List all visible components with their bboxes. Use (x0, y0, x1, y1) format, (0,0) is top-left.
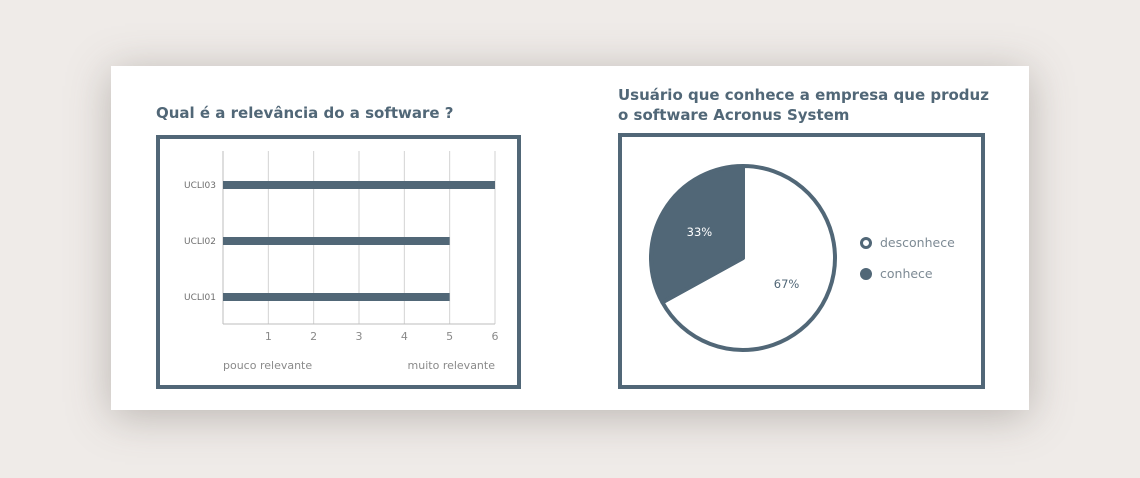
bar-chart: 1 2 3 4 5 6 UCLI03 UCLI02 UCLI01 pouco relevante m… (184, 151, 499, 372)
pie-label-conhece: 33% (687, 225, 713, 239)
legend-swatch-conhece (860, 267, 872, 280)
x-tick-label: 6 (492, 330, 499, 343)
x-tick-label: 4 (401, 330, 408, 343)
category-label: UCLI01 (184, 293, 216, 303)
pie-slice-desconhece (660, 164, 837, 352)
legend-item-desconhece: desconhece (860, 235, 955, 250)
bar-chart-frame: 1 2 3 4 5 6 UCLI03 UCLI02 UCLI01 pouco relevante m… (156, 135, 521, 389)
pie-slice-conhece (649, 164, 745, 305)
scale-low-label: pouco relevante (223, 359, 312, 372)
scale-high-label: muito relevante (408, 359, 496, 372)
x-tick-label: 3 (356, 330, 363, 343)
category-label: UCLI03 (184, 181, 216, 191)
x-tick-label: 5 (446, 330, 453, 343)
bar (223, 237, 450, 245)
pie-chart-frame: 67% 33% desconhece conhece (618, 133, 985, 389)
bar (223, 181, 495, 189)
pie-label-desconhece: 67% (774, 277, 800, 291)
pie-chart: 67% 33% (649, 164, 837, 352)
x-tick-label: 2 (310, 330, 317, 343)
legend-label-desconhece: desconhece (880, 235, 955, 250)
x-tick-label: 1 (265, 330, 272, 343)
legend-label-conhece: conhece (880, 266, 933, 281)
bar (223, 293, 450, 301)
legend-swatch-desconhece (860, 236, 872, 249)
chart-card: Qual é a relevância do a software ? 1 2 3 4… (111, 66, 1029, 410)
pie-chart-title: Usuário que conhece a empresa que produz… (618, 86, 989, 124)
category-label: UCLI02 (184, 237, 216, 247)
bar-chart-title: Qual é a relevância do a software ? (156, 104, 454, 122)
legend-item-conhece: conhece (860, 266, 933, 281)
